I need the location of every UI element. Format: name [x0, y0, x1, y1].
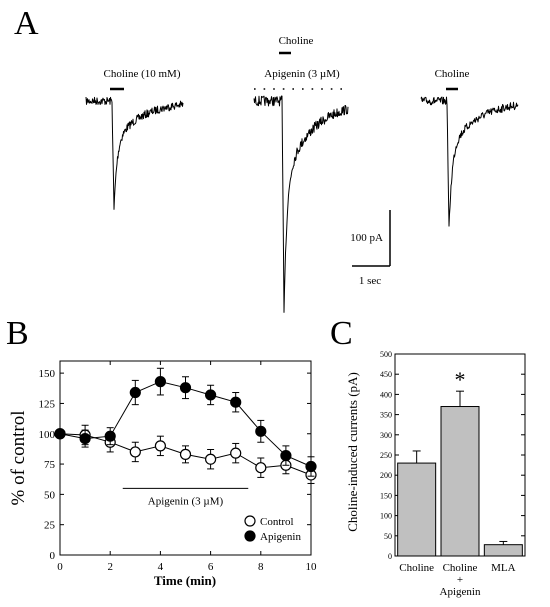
panel-c-ytick-label: 450	[380, 370, 392, 379]
data-point-apigenin	[154, 376, 166, 388]
panel-b-axes: 0 25 50 75 100 125 150 0 2 4 6 8 10	[39, 360, 318, 573]
panel-b-ytick-label: 125	[39, 398, 56, 410]
panel-b-xtick-label: 6	[208, 561, 214, 573]
data-point-apigenin	[305, 460, 317, 473]
bar-category-label: Choline	[399, 562, 434, 574]
trace-2-current	[253, 95, 349, 313]
panel-b-xlabel: Time (min)	[154, 573, 216, 588]
panel-c-marks: Choline Choline+Apigenin*MLA	[397, 367, 523, 598]
data-point-control	[179, 448, 192, 460]
panel-b-legend: Control Apigenin	[244, 515, 301, 543]
panel-c-axes: 0 50 100 150 200 250 300 350 400 450 500	[380, 350, 526, 561]
panel-b-ytick-label: 25	[44, 520, 56, 532]
panel-b: B % of control Time (min) 02550751001251…	[6, 315, 317, 588]
legend-label-apigenin: Apigenin	[260, 531, 301, 543]
scale-time-label: 1 sec	[359, 275, 381, 287]
panel-c-ytick-label: 50	[384, 532, 392, 541]
panel-c-ytick-label: 0	[388, 552, 392, 561]
data-point-apigenin	[79, 433, 91, 445]
panel-b-letter: B	[6, 315, 29, 352]
panel-b-ytick-label: 75	[44, 459, 56, 471]
trace-3-label: Choline	[435, 68, 470, 80]
bar-1	[440, 406, 480, 557]
legend-label-control: Control	[260, 516, 294, 528]
data-point-apigenin	[280, 449, 292, 462]
bar-category-label: Choline	[443, 562, 478, 574]
trace-3-current	[420, 96, 519, 227]
panel-c-ytick-label: 150	[380, 491, 392, 500]
panel-b-ytick-label: 0	[50, 550, 56, 562]
bar-0	[397, 462, 437, 557]
panel-c-letter: C	[330, 315, 353, 352]
panel-c: C Choline-induced currents (pA) 0 50 100 15…	[330, 315, 526, 598]
data-point-control	[205, 453, 217, 465]
panel-c-ytick-label: 250	[380, 451, 392, 460]
trace-1-current	[85, 96, 184, 210]
panel-b-xtick-label: 2	[107, 561, 113, 573]
legend-marker-control	[244, 515, 256, 527]
panel-c-ytick-label: 300	[380, 431, 392, 440]
panel-b-marks	[54, 367, 317, 484]
panel-a-letter: A	[14, 5, 39, 42]
apigenin-bar-label: Apigenin (3 µM)	[148, 495, 224, 507]
panel-b-ytick-label: 50	[44, 489, 56, 501]
data-point-apigenin	[230, 396, 242, 408]
scale-current-label: 100 pA	[350, 232, 383, 244]
panel-b-xtick-label: 4	[158, 561, 164, 573]
bar-category-label: MLA	[491, 562, 516, 574]
panel-b-xtick-label: 10	[306, 561, 318, 573]
data-point-control	[154, 440, 166, 452]
data-point-apigenin	[129, 386, 141, 399]
panel-c-ytick-label: 400	[380, 390, 392, 399]
trace-2-label: Apigenin (3 µM)	[264, 68, 340, 80]
panel-b-xtick-label: 8	[258, 561, 264, 573]
trace-2-top-label: Choline	[279, 35, 314, 47]
panel-c-ytick-label: 200	[380, 471, 392, 480]
trace-1-label: Choline (10 mM)	[104, 68, 181, 80]
data-point-control	[230, 447, 242, 459]
legend-marker-apigenin	[244, 530, 256, 542]
panel-c-ylabel: Choline-induced currents (pA)	[345, 372, 360, 532]
data-point-apigenin	[104, 430, 116, 442]
data-point-control	[129, 446, 141, 458]
data-point-control	[255, 462, 267, 474]
panel-c-ytick-label: 350	[380, 411, 392, 420]
panel-b-ytick-label: 100	[39, 429, 56, 441]
panel-b-ytick-label: 150	[39, 368, 56, 380]
bar-category-label: Apigenin	[440, 586, 481, 598]
data-point-apigenin	[205, 389, 217, 401]
panel-b-xtick-label: 0	[57, 561, 63, 573]
bar-2	[483, 544, 523, 557]
data-point-apigenin	[179, 382, 192, 394]
significance-star: *	[455, 367, 466, 392]
panel-b-ylabel: % of control	[8, 411, 29, 506]
data-point-apigenin	[54, 428, 66, 440]
bar-category-label: +	[457, 574, 463, 586]
panel-a: A Choline (10 mM) Choline Apigenin (3 µM…	[14, 5, 519, 313]
panel-c-ytick-label: 500	[380, 350, 392, 359]
panel-c-ytick-label: 100	[380, 512, 392, 521]
data-point-apigenin	[255, 425, 267, 437]
